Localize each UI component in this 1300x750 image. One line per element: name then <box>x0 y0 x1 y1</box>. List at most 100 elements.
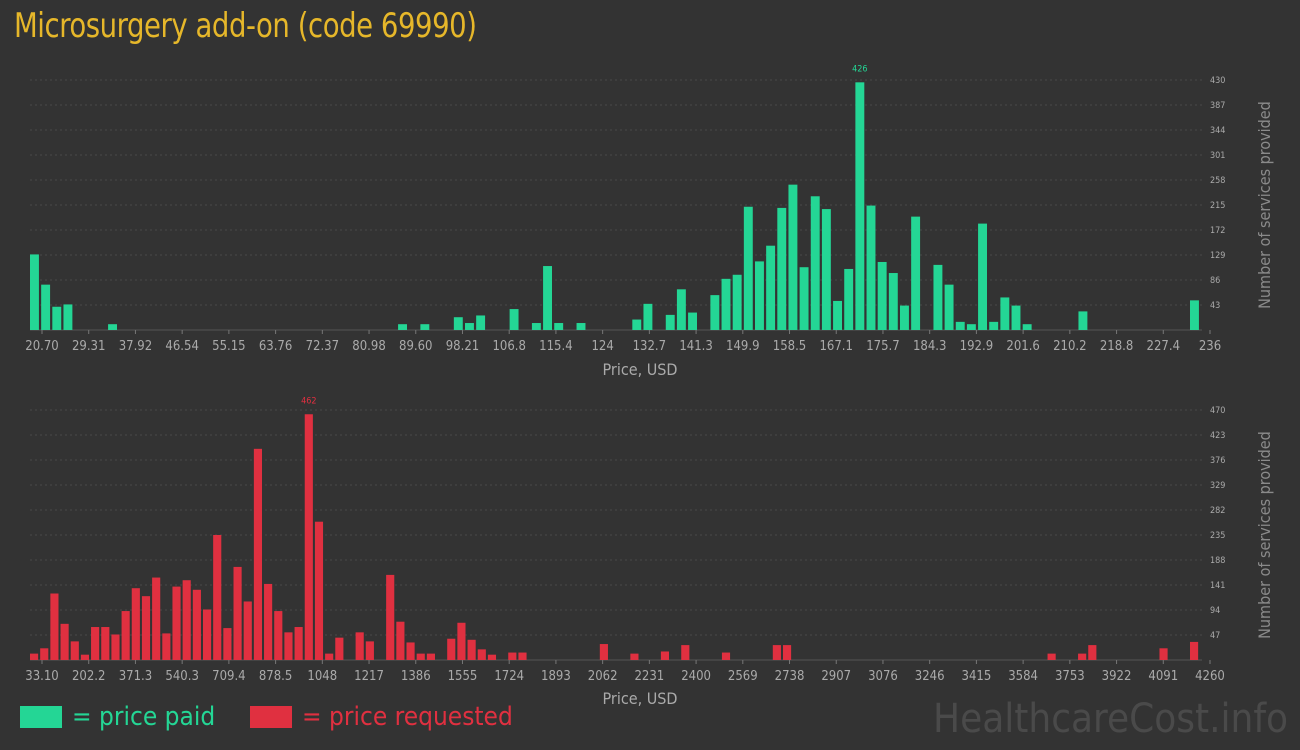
x-tick-label: 132.7 <box>633 339 666 354</box>
y-tick-label: 282 <box>1210 506 1225 516</box>
x-tick-label: 167.1 <box>819 339 852 354</box>
y-tick-label: 470 <box>1210 406 1225 416</box>
bar <box>643 303 653 330</box>
bar <box>933 264 943 330</box>
x-tick-label: 3246 <box>915 669 945 684</box>
bar <box>63 304 73 330</box>
y-tick-label: 423 <box>1210 431 1225 441</box>
x-tick-label: 184.3 <box>913 339 946 354</box>
bar <box>182 580 191 660</box>
x-tick-label: 2569 <box>728 669 758 684</box>
bar <box>989 321 999 330</box>
bar <box>877 261 887 330</box>
bar <box>152 577 161 660</box>
bar <box>355 632 364 660</box>
x-tick-label: 2231 <box>634 669 664 684</box>
price-paid-chart: 43 86 129 172 215 258 301 344 387 430 426 20.70 29.3… <box>25 64 1274 379</box>
x-tick-label: 72.37 <box>306 339 339 354</box>
bar <box>233 566 242 660</box>
x-tick-label: 540.3 <box>165 669 198 684</box>
x-tick-label: 158.5 <box>773 339 806 354</box>
legend-requested-label: = price requested <box>302 702 513 732</box>
y-tick-label: 376 <box>1210 456 1225 466</box>
bar <box>476 315 486 330</box>
bar <box>755 261 764 330</box>
x-tick-label: 33.10 <box>25 669 58 684</box>
x-tick-label: 210.2 <box>1053 339 1086 354</box>
bar <box>676 289 686 330</box>
legend-paid-label: = price paid <box>72 702 216 732</box>
bar <box>274 611 283 660</box>
bar <box>192 589 201 660</box>
x-tick-label: 80.98 <box>352 339 385 354</box>
bar <box>1000 297 1010 330</box>
x-tick-label: 46.54 <box>165 339 198 354</box>
peak-data-label: 462 <box>301 396 316 406</box>
bar <box>1190 641 1199 660</box>
bar <box>477 649 486 660</box>
bar <box>467 639 476 660</box>
y-tick-label: 188 <box>1210 556 1225 566</box>
bar <box>900 305 909 330</box>
x-tick-label: 218.8 <box>1100 339 1133 354</box>
bar <box>304 414 313 660</box>
bar <box>141 596 151 660</box>
bar <box>833 300 842 330</box>
x-tick-label: 2907 <box>821 669 851 684</box>
bar <box>743 206 753 330</box>
y-tick-label: 430 <box>1210 76 1225 86</box>
bar <box>131 588 140 660</box>
x-tick-label: 201.6 <box>1006 339 1039 354</box>
bar <box>866 205 876 330</box>
bar <box>453 317 463 330</box>
bar <box>294 627 303 660</box>
bar <box>70 641 79 660</box>
bar <box>457 622 466 660</box>
bar <box>30 653 39 660</box>
x-tick-label: 236 <box>1199 339 1221 354</box>
x-tick-label: 2062 <box>588 669 618 684</box>
x-tick-label: 3415 <box>962 669 992 684</box>
bar <box>1078 653 1087 660</box>
x-axis-title: Price, USD <box>603 360 678 379</box>
x-tick-label: 124 <box>591 339 613 354</box>
x-tick-label: 1724 <box>494 669 524 684</box>
bar <box>202 609 212 660</box>
bar <box>721 278 731 330</box>
bar <box>213 535 222 660</box>
bar <box>396 621 405 660</box>
bar <box>121 611 130 660</box>
x-tick-label: 63.76 <box>259 339 292 354</box>
x-tick-label: 3753 <box>1055 669 1085 684</box>
bar <box>772 645 781 660</box>
x-tick-label: 29.31 <box>72 339 105 354</box>
bar <box>60 623 69 660</box>
x-tick-label: 709.4 <box>212 669 245 684</box>
bar <box>80 654 90 660</box>
x-tick-label: 3922 <box>1102 669 1132 684</box>
bar <box>264 583 273 660</box>
y-tick-label: 215 <box>1210 201 1225 211</box>
bar <box>630 653 639 660</box>
y-tick-label: 344 <box>1210 126 1225 136</box>
bar <box>966 324 976 330</box>
x-tick-label: 106.8 <box>492 339 525 354</box>
bar <box>911 216 921 330</box>
x-tick-label: 4091 <box>1148 669 1178 684</box>
bar <box>365 641 374 660</box>
bar <box>509 309 519 330</box>
bar <box>314 521 324 660</box>
price-requested-chart: 47 94 141 188 235 282 329 376 423 470 462 33.10 202.… <box>25 396 1274 708</box>
bar <box>325 653 334 660</box>
y-tick-label: 387 <box>1210 101 1225 111</box>
bar <box>52 306 62 330</box>
x-axis-title: Price, USD <box>603 689 678 708</box>
legend-requested: = price requested <box>250 702 513 732</box>
bar <box>420 324 430 330</box>
bar <box>799 267 809 330</box>
y-axis-title: Number of services provided <box>1255 431 1274 639</box>
x-tick-label: 149.9 <box>726 339 759 354</box>
bar <box>518 652 527 660</box>
bar <box>50 593 59 660</box>
bar <box>1190 300 1199 330</box>
